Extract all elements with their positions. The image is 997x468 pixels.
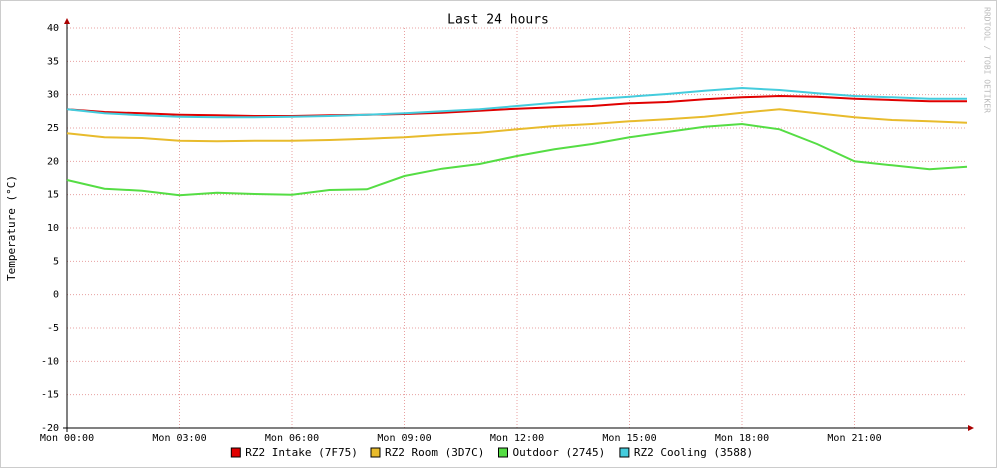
x-tick-label: Mon 21:00: [827, 433, 881, 444]
y-tick-label: -5: [47, 323, 59, 334]
x-tick-label: Mon 09:00: [377, 433, 431, 444]
y-tick-label: 10: [47, 223, 59, 234]
y-axis-label: Temperature (°C): [5, 175, 18, 281]
legend-label: RZ2 Cooling (3588): [634, 446, 753, 459]
legend-swatch: [619, 447, 630, 458]
legend-label: RZ2 Intake (7F75): [245, 446, 358, 459]
y-tick-label: 20: [47, 156, 59, 167]
y-tick-label: 0: [53, 290, 59, 301]
series-line: [66, 94, 967, 117]
y-tick-label: 5: [53, 256, 59, 267]
x-tick-label: Mon 18:00: [715, 433, 769, 444]
legend-swatch: [230, 447, 241, 458]
legend-label: Outdoor (2745): [513, 446, 606, 459]
x-arrow: [968, 425, 974, 431]
y-tick-label: 40: [47, 23, 59, 34]
y-arrow: [64, 18, 70, 24]
x-tick-label: Mon 00:00: [40, 433, 94, 444]
y-tick-label: 30: [47, 90, 59, 101]
series-line: [66, 86, 967, 119]
watermark: RRDTOOL / TOBI OETIKER: [983, 7, 992, 113]
y-tick-label: -15: [41, 390, 59, 401]
y-tick-label: 25: [47, 123, 59, 134]
y-tick-label: 35: [47, 56, 59, 67]
x-tick-label: Mon 15:00: [602, 433, 656, 444]
x-tick-label: Mon 12:00: [490, 433, 544, 444]
y-tick-label: -10: [41, 356, 59, 367]
series-line: [66, 122, 968, 197]
x-tick-label: Mon 06:00: [265, 433, 319, 444]
series-line: [66, 108, 968, 143]
y-tick-label: 15: [47, 190, 59, 201]
x-tick-label: Mon 03:00: [152, 433, 206, 444]
legend-label: RZ2 Room (3D7C): [385, 446, 484, 459]
chart-title: Last 24 hours: [447, 13, 549, 28]
legend-swatch: [370, 447, 381, 458]
legend-swatch: [498, 447, 508, 458]
y-tick-label: -20: [41, 423, 59, 434]
